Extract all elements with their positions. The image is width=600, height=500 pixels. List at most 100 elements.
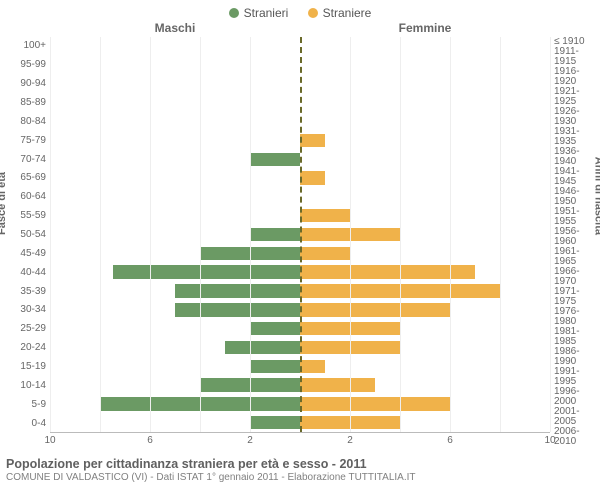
bar-row-female xyxy=(300,93,550,112)
bar-row-female xyxy=(300,206,550,225)
bar-row-male xyxy=(50,338,300,357)
bar-row-male xyxy=(50,282,300,301)
grid-line xyxy=(350,37,351,432)
chart-area: Fasce di età Anni di nascita 100+95-9990… xyxy=(0,37,600,433)
legend-label-female: Straniere xyxy=(323,6,372,20)
y-axis-title-right: Anni di nascita xyxy=(592,157,600,235)
bar-row-female xyxy=(300,56,550,75)
bar-female xyxy=(300,265,475,278)
birth-label: 1961-1965 xyxy=(550,247,600,267)
birth-label: 1921-1925 xyxy=(550,87,600,107)
bar-female xyxy=(300,134,325,147)
legend-item-female: Straniere xyxy=(308,6,372,20)
age-label: 10-14 xyxy=(0,376,50,395)
bar-male xyxy=(250,228,300,241)
y-axis-title-left: Fasce di età xyxy=(0,172,8,235)
bar-male xyxy=(250,416,300,429)
bar-row-male xyxy=(50,376,300,395)
birth-label: 1991-1995 xyxy=(550,367,600,387)
age-label: 70-74 xyxy=(0,150,50,169)
grid-line xyxy=(250,37,251,432)
bar-row-male xyxy=(50,37,300,56)
x-ticks-male: 1062 xyxy=(50,435,300,449)
bar-female xyxy=(300,378,375,391)
bar-male xyxy=(250,153,300,166)
bar-male xyxy=(175,284,300,297)
grid-line xyxy=(200,37,201,432)
age-label: 20-24 xyxy=(0,339,50,358)
y-labels-birth: ≤ 19101911-19151916-19201921-19251926-19… xyxy=(550,37,600,433)
grid-line xyxy=(400,37,401,432)
birth-label: 1926-1930 xyxy=(550,107,600,127)
bar-row-female xyxy=(300,150,550,169)
age-label: 90-94 xyxy=(0,75,50,94)
grid-line xyxy=(150,37,151,432)
legend-swatch-female xyxy=(308,8,318,18)
bar-female xyxy=(300,360,325,373)
bar-row-male xyxy=(50,225,300,244)
bar-row-male xyxy=(50,413,300,432)
age-label: 45-49 xyxy=(0,244,50,263)
birth-label: 1911-1915 xyxy=(550,47,600,67)
birth-label: 2006-2010 xyxy=(550,427,600,447)
bar-row-male xyxy=(50,150,300,169)
age-label: 15-19 xyxy=(0,358,50,377)
grid-line xyxy=(50,37,51,432)
birth-label: 1916-1920 xyxy=(550,67,600,87)
birth-label: 1986-1990 xyxy=(550,347,600,367)
bar-female xyxy=(300,303,450,316)
bar-row-female xyxy=(300,319,550,338)
age-label: 40-44 xyxy=(0,263,50,282)
x-tick: 10 xyxy=(44,435,55,446)
bar-row-female xyxy=(300,112,550,131)
bar-row-male xyxy=(50,244,300,263)
x-ticks-female: 2610 xyxy=(300,435,550,449)
bar-row-male xyxy=(50,300,300,319)
age-label: 80-84 xyxy=(0,112,50,131)
birth-label: 1966-1970 xyxy=(550,267,600,287)
x-tick: 6 xyxy=(147,435,153,446)
plot-half-female xyxy=(300,37,550,432)
bar-row-female xyxy=(300,282,550,301)
grid-line xyxy=(500,37,501,432)
birth-label: 1971-1975 xyxy=(550,287,600,307)
plot xyxy=(50,37,550,433)
bar-male xyxy=(113,265,301,278)
bar-row-male xyxy=(50,169,300,188)
grid-line xyxy=(100,37,101,432)
bar-row-male xyxy=(50,93,300,112)
bar-row-female xyxy=(300,75,550,94)
column-headers: Maschi Femmine xyxy=(0,21,600,35)
bar-row-male xyxy=(50,206,300,225)
bar-male xyxy=(175,303,300,316)
bar-row-male xyxy=(50,75,300,94)
age-label: 95-99 xyxy=(0,56,50,75)
header-male: Maschi xyxy=(50,21,300,35)
x-tick: 10 xyxy=(544,435,555,446)
bar-row-male xyxy=(50,394,300,413)
age-label: 85-89 xyxy=(0,94,50,113)
grid-line xyxy=(550,37,551,432)
bar-female xyxy=(300,209,350,222)
bar-row-female xyxy=(300,413,550,432)
bar-row-female xyxy=(300,300,550,319)
legend-item-male: Stranieri xyxy=(229,6,289,20)
legend: Stranieri Straniere xyxy=(0,0,600,21)
age-label: 35-39 xyxy=(0,282,50,301)
bar-row-female xyxy=(300,225,550,244)
y-labels-age: 100+95-9990-9485-8980-8475-7970-7465-696… xyxy=(0,37,50,433)
bar-row-male xyxy=(50,357,300,376)
bar-row-female xyxy=(300,357,550,376)
bar-row-female xyxy=(300,244,550,263)
birth-label: 1981-1985 xyxy=(550,327,600,347)
bar-row-male xyxy=(50,263,300,282)
birth-label: 1996-2000 xyxy=(550,387,600,407)
bar-row-female xyxy=(300,376,550,395)
footer: Popolazione per cittadinanza straniera p… xyxy=(0,449,600,483)
bar-female xyxy=(300,171,325,184)
bar-row-male xyxy=(50,188,300,207)
bar-row-male xyxy=(50,112,300,131)
legend-label-male: Stranieri xyxy=(244,6,289,20)
age-label: 25-29 xyxy=(0,320,50,339)
x-axis-ticks: 1062 2610 xyxy=(0,435,600,449)
